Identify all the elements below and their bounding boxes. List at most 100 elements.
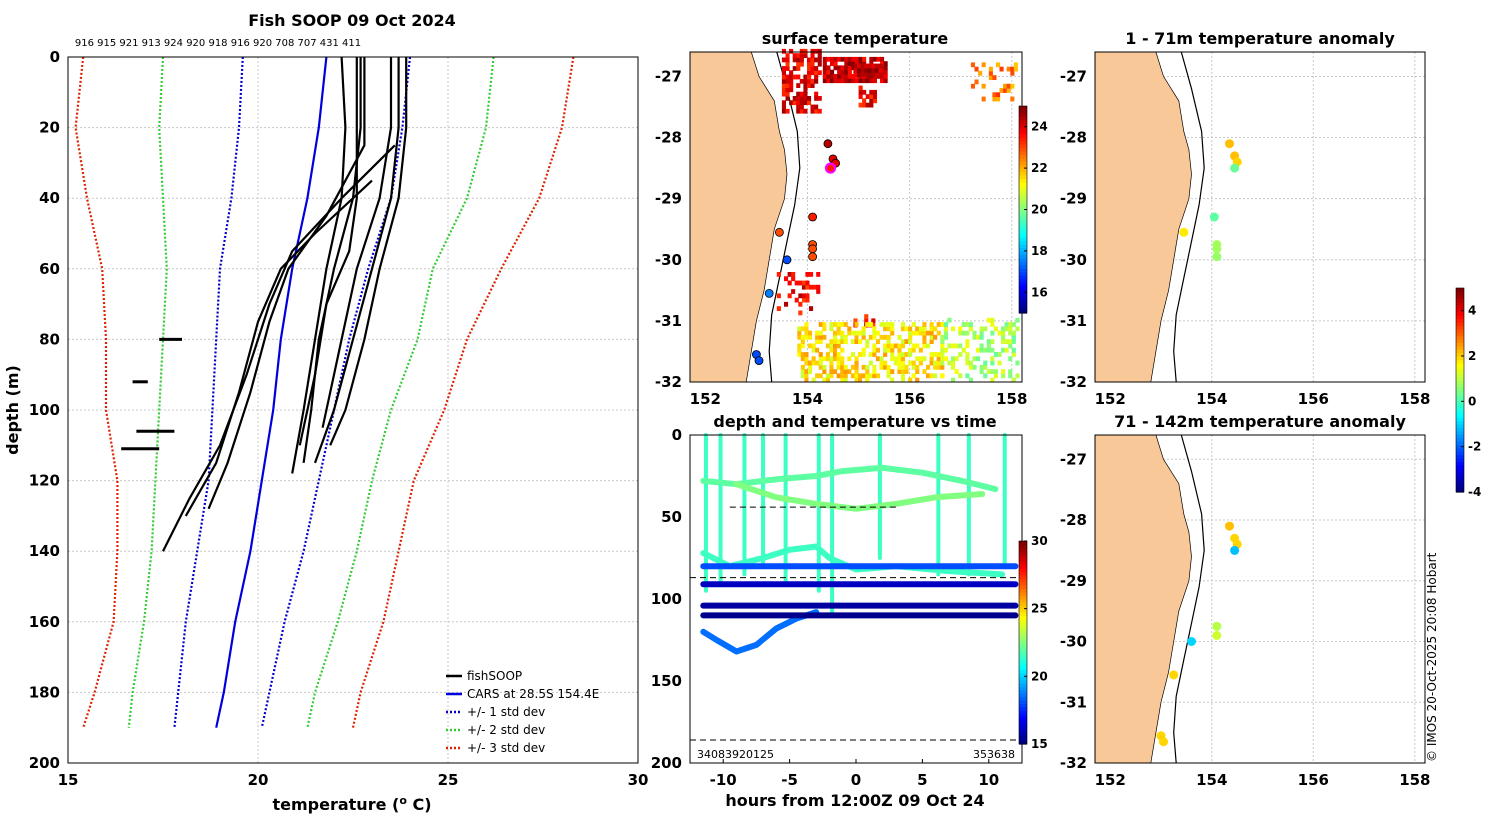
colorbar-step xyxy=(1019,171,1027,176)
sst-pixel xyxy=(825,377,830,383)
colorbar-step xyxy=(1019,157,1027,162)
map-ytick: -29 xyxy=(655,190,682,208)
sst-pixel xyxy=(836,373,841,379)
sst-pixel xyxy=(972,356,977,362)
sst-pixel xyxy=(825,356,830,362)
sst-pixel xyxy=(972,364,977,370)
map-ytick: -30 xyxy=(655,251,682,269)
sst-pixel xyxy=(840,373,845,379)
profile-ytick: 160 xyxy=(29,613,60,631)
map-xtick: 158 xyxy=(996,390,1027,408)
sst-pixel xyxy=(800,326,805,332)
sst-pixel xyxy=(970,62,975,68)
sst-pixel xyxy=(974,79,979,85)
colorbar-step xyxy=(1019,659,1027,664)
colorbar-step xyxy=(1019,727,1027,732)
sst-pixel xyxy=(918,360,923,366)
sst-pixel xyxy=(904,364,909,370)
sst-pixel xyxy=(911,322,916,327)
sst-pixel xyxy=(968,364,973,370)
sst-pixel xyxy=(915,364,920,370)
anomaly-shallow-panel: 1 - 71m temperature anomaly 152 154 156 158… xyxy=(1060,29,1431,408)
map-xtick: 154 xyxy=(1196,390,1227,408)
colorbar-step xyxy=(1019,281,1027,286)
colorbar-tick: 16 xyxy=(1031,285,1048,299)
sst-pixel xyxy=(811,356,816,362)
sst-pixel xyxy=(883,360,888,366)
sst-pixel xyxy=(990,347,995,353)
sst-pixel xyxy=(1001,347,1006,353)
sst-points xyxy=(752,139,840,366)
sst-pixel xyxy=(976,334,981,340)
colorbar-step xyxy=(1019,686,1027,691)
sst-pixel xyxy=(836,322,841,327)
map-xtick: 158 xyxy=(1399,771,1430,789)
sst-pixel xyxy=(900,373,905,379)
colorbar-step xyxy=(1019,557,1027,562)
sst-pixel xyxy=(807,74,812,80)
colorbar-step xyxy=(1019,257,1027,262)
anom-shallow-land xyxy=(1094,51,1205,383)
colorbar-step xyxy=(1019,202,1027,207)
sst-pixel xyxy=(785,66,790,71)
sst-point xyxy=(754,356,764,366)
sst-pixel xyxy=(784,276,789,282)
sst-pixel xyxy=(986,369,991,374)
dt-ytick: 200 xyxy=(651,754,682,772)
sst-pixel xyxy=(800,364,805,370)
sst-pixel xyxy=(809,272,814,277)
anom-deep-point xyxy=(1212,621,1222,631)
colorbar-step xyxy=(1456,396,1464,401)
sst-pixel xyxy=(804,352,809,357)
colorbar-step xyxy=(1019,673,1027,677)
sst-pixel xyxy=(858,89,863,95)
sst-pixel xyxy=(897,360,902,366)
sst-pixel xyxy=(981,62,986,68)
sst-pixel xyxy=(897,356,902,362)
sst-pixel xyxy=(858,78,863,84)
profile-xtick: 20 xyxy=(248,771,269,789)
profile-ytick: 20 xyxy=(39,119,60,137)
sst-pixel xyxy=(814,48,819,54)
colorbar-step xyxy=(1456,437,1464,442)
legend-label-cars: CARS at 28.5S 154.4E xyxy=(467,687,599,701)
sst-pixel xyxy=(789,87,794,93)
colorbar-tick: 2 xyxy=(1468,349,1476,363)
map-ytick: -27 xyxy=(1060,67,1087,85)
colorbar-step xyxy=(1019,683,1027,688)
sst-pixel xyxy=(843,369,848,374)
sst-pixel xyxy=(792,96,797,101)
sst-pixel xyxy=(829,369,834,374)
sst-pixel xyxy=(829,373,834,379)
sst-pixel xyxy=(796,66,801,71)
legend-label-std3: +/- 3 std dev xyxy=(467,741,545,755)
sst-pixel xyxy=(897,369,902,374)
sst-pixel xyxy=(858,330,863,336)
colorbar-step xyxy=(1019,261,1027,266)
profile-ytick: 200 xyxy=(29,754,60,772)
sst-pixel xyxy=(872,343,877,349)
sst-pixel xyxy=(837,74,842,79)
colorbar-step xyxy=(1019,669,1027,674)
sst-pixel xyxy=(822,334,827,340)
sst-pixel xyxy=(1003,83,1008,89)
sst-pixel xyxy=(992,92,997,98)
sst-pixel xyxy=(965,339,970,344)
sst-pixel xyxy=(809,306,814,311)
colorbar-step xyxy=(1019,639,1027,644)
sst-pixel xyxy=(904,339,909,344)
sst-pixel xyxy=(817,53,822,58)
colorbar-step xyxy=(1019,240,1027,245)
sst-pixel xyxy=(854,369,859,374)
sst-pixel xyxy=(837,56,842,62)
colorbar-step xyxy=(1456,464,1464,469)
copyright-text: © IMOS 20-Oct-2025 20:08 Hobart xyxy=(1425,552,1439,762)
colorbar-step xyxy=(1456,451,1464,456)
map-ytick: -30 xyxy=(1060,633,1087,651)
sst-pixel xyxy=(940,322,945,327)
sst-pixel xyxy=(817,57,822,63)
sst-pixel xyxy=(922,330,927,336)
sst-pixel xyxy=(854,373,859,379)
anom-shallow-point xyxy=(1225,139,1234,149)
colorbar-step xyxy=(1019,693,1027,698)
